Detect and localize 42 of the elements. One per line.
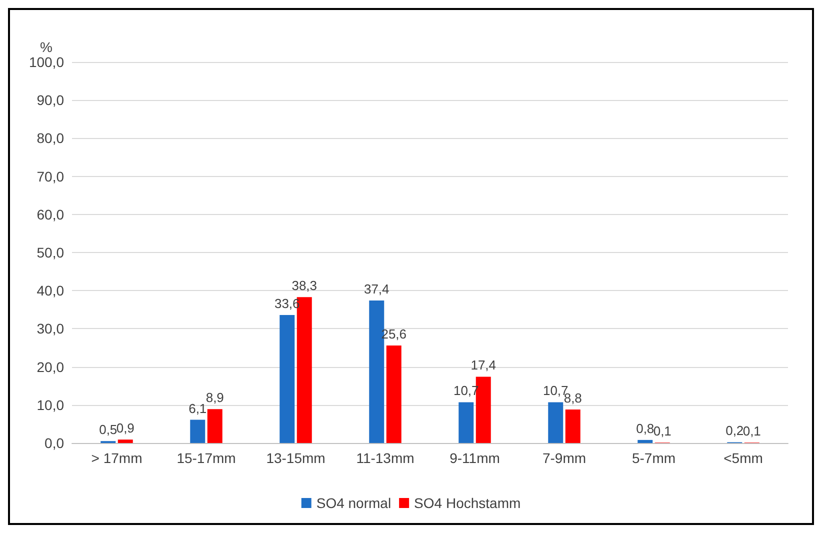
bar <box>207 409 222 443</box>
data-label: 37,4 <box>364 282 390 297</box>
y-tick-label: 100,0 <box>28 54 64 70</box>
bar <box>386 345 402 443</box>
x-tick-label: 11-13mm <box>356 450 414 466</box>
bar <box>118 440 133 443</box>
y-tick-label: 70,0 <box>36 168 64 184</box>
y-axis-title: % <box>40 39 52 55</box>
y-tick-label: 90,0 <box>36 92 64 108</box>
data-label: 38,3 <box>292 278 318 294</box>
legend-label: SO4 normal <box>316 495 392 511</box>
data-label: 17,4 <box>470 358 496 373</box>
x-tick-label: > 17mm <box>91 450 142 466</box>
y-tick-label: 50,0 <box>36 244 64 260</box>
y-tick-label: 60,0 <box>36 206 64 222</box>
data-label: 0,8 <box>636 420 654 436</box>
x-tick-label: 9-11mm <box>450 450 500 466</box>
y-tick-label: 0,0 <box>44 435 64 451</box>
x-tick-label: 13-15mm <box>266 450 326 466</box>
bar <box>190 420 206 443</box>
y-tick-label: 20,0 <box>36 358 64 375</box>
data-label: 6,1 <box>188 400 207 416</box>
data-label: 0,1 <box>653 424 672 439</box>
bar <box>638 440 653 443</box>
bar <box>548 402 564 443</box>
data-label: 0,5 <box>99 422 118 438</box>
legend-label: SO4 Hochstamm <box>414 495 521 511</box>
y-tick-label: 40,0 <box>36 282 64 299</box>
data-label: 0,1 <box>742 424 761 439</box>
x-tick-label: 15-17mm <box>176 450 236 466</box>
bar <box>565 409 580 443</box>
x-tick-label: 5-7mm <box>632 450 676 466</box>
x-tick-label: 7-9mm <box>542 450 586 466</box>
data-label: 0,2 <box>726 423 744 438</box>
data-label: 0,9 <box>116 420 134 436</box>
y-tick-label: 10,0 <box>36 396 64 413</box>
x-tick-label: <5mm <box>724 450 763 466</box>
bar <box>280 314 295 443</box>
bar <box>458 402 474 443</box>
y-tick-label: 30,0 <box>36 320 64 337</box>
data-label: 8,9 <box>206 390 224 406</box>
y-tick-label: 80,0 <box>36 130 64 146</box>
